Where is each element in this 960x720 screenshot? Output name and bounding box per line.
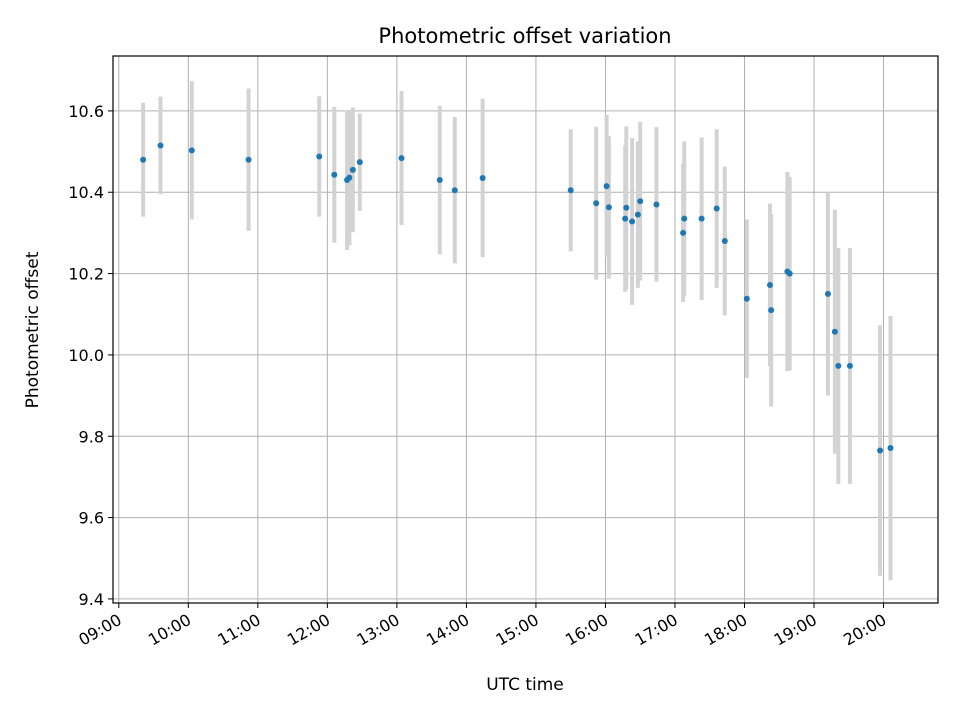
x-axis-label: UTC time xyxy=(486,675,564,695)
data-point xyxy=(698,215,705,222)
data-point xyxy=(713,205,720,212)
data-point xyxy=(623,204,630,211)
data-point xyxy=(680,229,687,236)
data-points xyxy=(140,142,894,454)
data-point xyxy=(349,166,356,173)
data-point xyxy=(887,445,894,452)
y-tick-label: 10.0 xyxy=(68,346,104,365)
y-tick-label: 10.2 xyxy=(68,265,104,284)
data-point xyxy=(605,204,612,211)
data-point xyxy=(346,174,353,181)
y-tick-label: 9.4 xyxy=(79,590,104,609)
data-point xyxy=(331,171,338,178)
data-point xyxy=(846,362,853,369)
data-point xyxy=(603,183,610,190)
data-point xyxy=(451,187,458,194)
data-point xyxy=(188,147,195,154)
y-tick-label: 10.4 xyxy=(68,183,104,202)
data-point xyxy=(436,177,443,184)
data-point xyxy=(831,328,838,335)
data-point xyxy=(681,215,688,222)
y-tick-label: 10.6 xyxy=(68,102,104,121)
data-point xyxy=(653,201,660,208)
data-point xyxy=(622,215,629,222)
data-point xyxy=(567,187,574,194)
data-point xyxy=(877,447,884,454)
y-tick-label: 9.6 xyxy=(79,509,104,528)
y-tick-label: 9.8 xyxy=(79,427,104,446)
chart-title: Photometric offset variation xyxy=(378,24,671,48)
data-point xyxy=(629,218,636,225)
data-point xyxy=(245,156,252,163)
data-point xyxy=(140,156,147,163)
plot-frame xyxy=(112,55,939,604)
y-axis-label: Photometric offset xyxy=(23,251,43,408)
data-point xyxy=(786,270,793,277)
y-axis-ticks: 9.4 9.6 9.8 10.0 10.2 10.4 10.6 xyxy=(68,102,113,609)
data-point xyxy=(316,153,323,160)
data-point xyxy=(157,142,164,149)
data-point xyxy=(743,295,750,302)
data-point xyxy=(479,175,486,182)
data-point xyxy=(768,307,775,314)
data-point xyxy=(637,198,644,205)
data-point xyxy=(766,281,773,288)
data-point xyxy=(824,290,831,297)
data-point xyxy=(398,155,405,162)
data-point xyxy=(593,200,600,207)
data-point xyxy=(634,211,641,218)
data-point xyxy=(356,159,363,166)
data-point xyxy=(721,238,728,245)
data-point xyxy=(835,362,842,369)
